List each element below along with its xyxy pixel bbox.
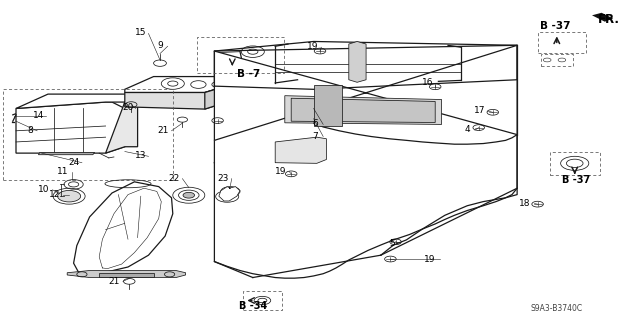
Polygon shape	[291, 98, 435, 122]
Polygon shape	[205, 83, 237, 109]
Bar	[538, 32, 586, 53]
Text: 20: 20	[122, 103, 134, 112]
Polygon shape	[16, 94, 138, 108]
Bar	[3, 89, 173, 180]
Text: 12: 12	[49, 190, 60, 199]
Bar	[550, 152, 600, 175]
Text: 23: 23	[217, 174, 228, 183]
Text: FR.: FR.	[598, 13, 620, 26]
Text: 5: 5	[389, 239, 394, 248]
Bar	[197, 37, 284, 73]
Polygon shape	[285, 96, 442, 124]
Bar	[243, 291, 282, 310]
Polygon shape	[106, 102, 138, 153]
Text: 16: 16	[422, 78, 433, 87]
Text: 21: 21	[108, 277, 120, 286]
Polygon shape	[275, 137, 326, 163]
Text: S9A3-B3740C: S9A3-B3740C	[531, 304, 583, 313]
Text: 11: 11	[57, 167, 68, 176]
Polygon shape	[16, 102, 125, 153]
Text: 10: 10	[38, 185, 49, 194]
Text: 15: 15	[135, 28, 147, 37]
Polygon shape	[125, 83, 237, 109]
Polygon shape	[214, 45, 517, 140]
Text: 22: 22	[168, 174, 180, 183]
Polygon shape	[592, 13, 613, 22]
Text: 18: 18	[519, 199, 531, 208]
Polygon shape	[67, 271, 186, 278]
Circle shape	[183, 192, 195, 198]
Text: 19: 19	[275, 167, 286, 176]
Polygon shape	[314, 85, 342, 126]
Text: B -34: B -34	[239, 300, 267, 311]
Text: 17: 17	[474, 106, 486, 115]
Text: 8: 8	[28, 126, 33, 135]
Polygon shape	[74, 182, 173, 275]
Text: 9: 9	[157, 41, 163, 50]
Circle shape	[58, 190, 81, 202]
Text: 7: 7	[312, 132, 317, 141]
Polygon shape	[38, 152, 95, 155]
Text: 19: 19	[307, 42, 318, 51]
Polygon shape	[125, 77, 237, 93]
Bar	[541, 54, 573, 66]
Text: 6: 6	[312, 119, 317, 128]
Text: B -7: B -7	[237, 69, 260, 79]
Text: 13: 13	[135, 152, 147, 160]
Bar	[99, 273, 154, 277]
Text: B -37: B -37	[540, 21, 571, 31]
Text: 14: 14	[33, 111, 44, 120]
Text: 21: 21	[157, 126, 169, 135]
Text: B -37: B -37	[562, 175, 590, 185]
Polygon shape	[349, 41, 366, 82]
Text: 24: 24	[68, 158, 79, 167]
Polygon shape	[219, 187, 240, 201]
Text: 4: 4	[465, 125, 470, 134]
Text: 19: 19	[424, 255, 436, 263]
